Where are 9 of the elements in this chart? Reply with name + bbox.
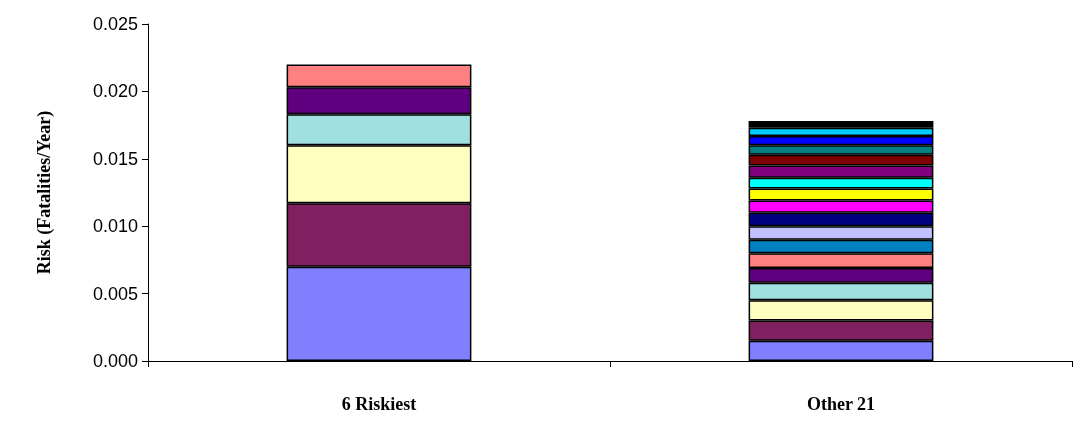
y-tick-label: 0.000	[92, 351, 138, 371]
y-axis-title: Risk (Fatalities/Year)	[34, 110, 55, 275]
x-tick-label: 6 Riskiest	[341, 394, 417, 414]
y-tick-label: 0.005	[92, 283, 138, 304]
y-tick-label: 0.015	[92, 148, 138, 169]
y-tick-label: 0.010	[92, 216, 138, 237]
y-tick-label: 0.020	[92, 81, 138, 102]
x-tick-label: Other 21	[806, 394, 876, 414]
y-tick-label: 0.025	[92, 14, 138, 34]
